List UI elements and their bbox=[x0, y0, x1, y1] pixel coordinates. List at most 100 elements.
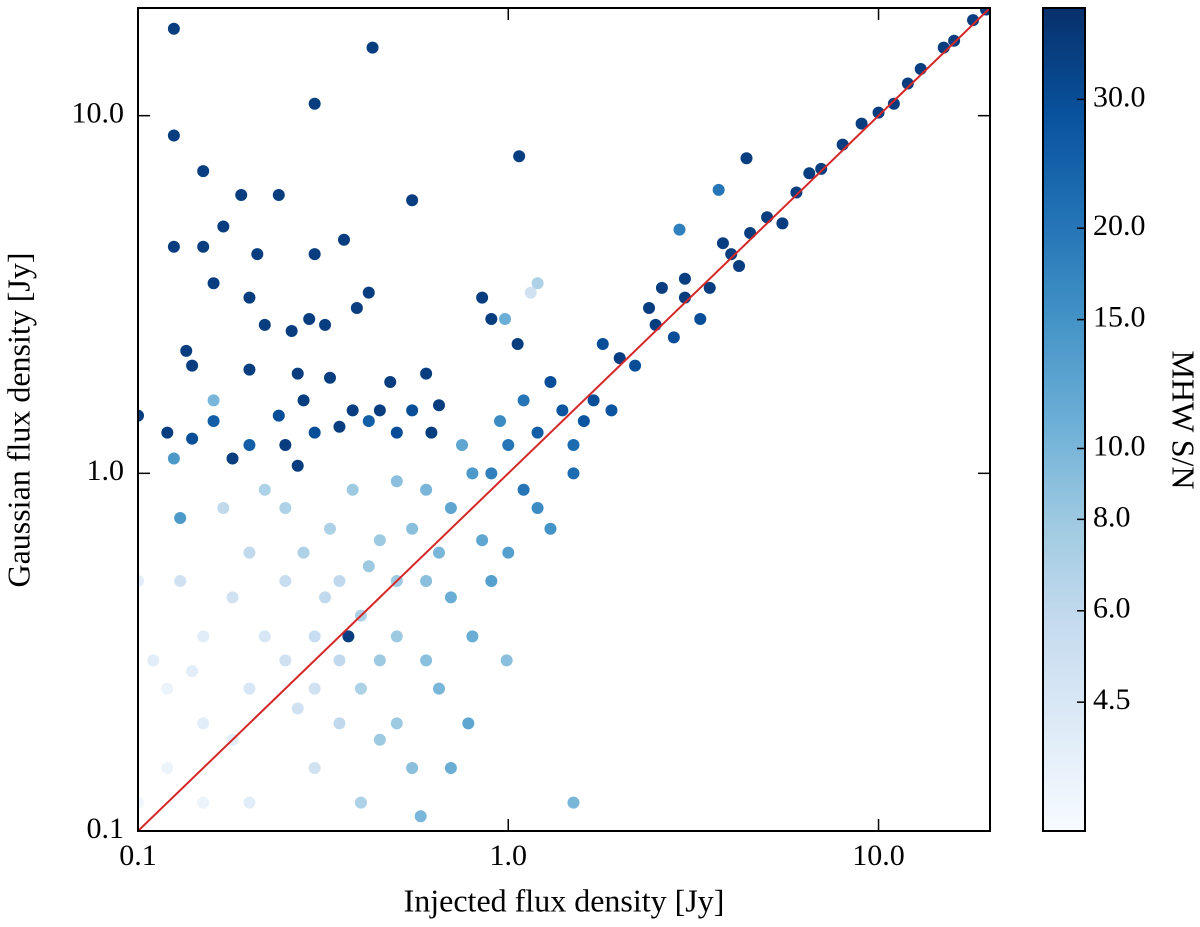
point bbox=[186, 359, 199, 372]
point bbox=[138, 409, 144, 422]
point bbox=[297, 394, 310, 407]
point bbox=[303, 313, 316, 326]
point bbox=[197, 165, 210, 178]
point bbox=[855, 117, 868, 130]
point bbox=[291, 459, 304, 472]
point bbox=[596, 337, 609, 350]
point bbox=[740, 152, 753, 165]
point bbox=[161, 426, 174, 439]
point bbox=[279, 439, 292, 452]
point bbox=[494, 415, 507, 428]
point bbox=[444, 501, 457, 514]
point bbox=[567, 467, 580, 480]
point bbox=[524, 286, 537, 299]
point bbox=[577, 415, 590, 428]
point bbox=[297, 546, 310, 559]
point bbox=[174, 512, 187, 525]
point bbox=[605, 404, 618, 417]
point bbox=[485, 467, 498, 480]
colorbar-label: MHW S/N bbox=[1166, 351, 1200, 490]
point bbox=[803, 167, 816, 180]
point bbox=[914, 63, 927, 76]
colorbar-tick-label: 8.0 bbox=[1093, 500, 1131, 533]
point bbox=[243, 363, 256, 376]
point bbox=[567, 796, 580, 809]
point bbox=[350, 301, 363, 314]
point bbox=[887, 97, 900, 110]
point bbox=[346, 404, 359, 417]
point bbox=[444, 762, 457, 775]
x-tick-label: 1.0 bbox=[490, 839, 528, 872]
point bbox=[243, 796, 256, 809]
point bbox=[180, 344, 193, 357]
point bbox=[366, 41, 379, 54]
point bbox=[761, 211, 774, 224]
point bbox=[167, 129, 180, 142]
point bbox=[362, 415, 375, 428]
point bbox=[197, 717, 210, 730]
point bbox=[425, 426, 438, 439]
point bbox=[511, 337, 524, 350]
x-axis-label: Injected flux density [Jy] bbox=[404, 882, 725, 918]
point bbox=[279, 575, 292, 588]
point bbox=[161, 682, 174, 695]
point bbox=[476, 534, 489, 547]
point bbox=[308, 248, 321, 261]
point bbox=[872, 106, 885, 119]
point bbox=[901, 77, 914, 90]
point bbox=[432, 546, 445, 559]
colorbar-tick-label: 15.0 bbox=[1093, 301, 1146, 334]
x-tick-label: 10.0 bbox=[852, 839, 905, 872]
plot-frame bbox=[137, 7, 991, 832]
point bbox=[673, 223, 686, 236]
point bbox=[333, 717, 346, 730]
point bbox=[456, 439, 469, 452]
point bbox=[502, 439, 515, 452]
point bbox=[406, 522, 419, 535]
point bbox=[466, 467, 479, 480]
point bbox=[390, 630, 403, 643]
point bbox=[712, 183, 725, 196]
point bbox=[167, 22, 180, 35]
point bbox=[815, 162, 828, 175]
x-tick-label: 0.1 bbox=[119, 839, 157, 872]
point bbox=[258, 318, 271, 331]
colorbar-tick-label: 10.0 bbox=[1093, 429, 1146, 462]
point bbox=[354, 796, 367, 809]
point bbox=[544, 522, 557, 535]
point bbox=[967, 14, 980, 27]
point bbox=[432, 399, 445, 412]
point bbox=[337, 233, 350, 246]
point bbox=[272, 409, 285, 422]
point bbox=[258, 630, 271, 643]
point bbox=[362, 286, 375, 299]
point bbox=[444, 591, 457, 604]
point bbox=[207, 394, 220, 407]
point bbox=[373, 404, 386, 417]
y-tick-label: 0.1 bbox=[87, 812, 125, 845]
point bbox=[333, 420, 346, 433]
point bbox=[485, 313, 498, 326]
point bbox=[643, 301, 656, 314]
point bbox=[291, 702, 304, 715]
point bbox=[138, 575, 144, 588]
point bbox=[390, 717, 403, 730]
point bbox=[948, 34, 961, 47]
point bbox=[362, 560, 375, 573]
point bbox=[836, 138, 849, 151]
point bbox=[333, 654, 346, 667]
point bbox=[420, 367, 433, 380]
colorbar-tick-label: 4.5 bbox=[1093, 683, 1131, 716]
point bbox=[243, 439, 256, 452]
point bbox=[167, 452, 180, 465]
point bbox=[342, 630, 355, 643]
point bbox=[466, 630, 479, 643]
point bbox=[308, 630, 321, 643]
point bbox=[373, 654, 386, 667]
point bbox=[272, 189, 285, 202]
point bbox=[420, 483, 433, 496]
point bbox=[197, 796, 210, 809]
point bbox=[390, 426, 403, 439]
point bbox=[291, 367, 304, 380]
